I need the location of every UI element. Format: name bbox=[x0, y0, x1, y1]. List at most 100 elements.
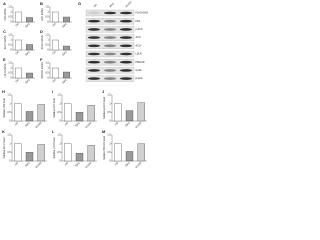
blot-band-label: FAS bbox=[136, 20, 141, 23]
blot-band bbox=[87, 52, 101, 56]
blot-band-label: p-ACC bbox=[136, 28, 143, 31]
y-tick-label: 1.5 bbox=[8, 62, 12, 65]
x-tick-label: R132H bbox=[135, 161, 143, 169]
blot-band bbox=[119, 60, 133, 64]
y-tick-label: 1.5 bbox=[7, 134, 11, 137]
bar bbox=[87, 145, 95, 162]
bar bbox=[125, 151, 134, 162]
blot-band bbox=[87, 77, 101, 80]
y-tick-label: 0 bbox=[47, 21, 49, 24]
bar bbox=[52, 39, 59, 51]
blot-band-label: ACC bbox=[136, 36, 141, 39]
blot-band bbox=[87, 69, 101, 72]
blot-band bbox=[103, 69, 117, 72]
y-tick-label: 1.5 bbox=[57, 134, 61, 137]
blot-strip bbox=[85, 26, 135, 33]
blot-band bbox=[119, 77, 133, 80]
bar bbox=[75, 153, 84, 162]
x-tick-label: IDH1 bbox=[62, 50, 68, 56]
y-tick-label: 0.5 bbox=[7, 111, 11, 114]
blot-column-label: IDH1 bbox=[109, 2, 115, 8]
y-tick-label: 0.5 bbox=[57, 111, 61, 114]
blot-band bbox=[103, 60, 117, 64]
y-tick-label: 1 bbox=[47, 39, 49, 42]
y-tick-label: 0.5 bbox=[57, 151, 61, 154]
blot-band-label: LDLR bbox=[136, 53, 142, 56]
bar bbox=[15, 11, 22, 23]
blot-strip bbox=[85, 59, 135, 66]
bar bbox=[125, 110, 134, 122]
x-tick-label: IDH1 bbox=[25, 78, 31, 84]
x-tick-label: Ctrl bbox=[52, 78, 57, 83]
bar bbox=[26, 44, 33, 51]
x-tick-label: Ctrl bbox=[15, 78, 20, 83]
y-tick-label: 0.5 bbox=[8, 44, 12, 47]
panel-label: I bbox=[52, 89, 53, 94]
y-tick-label: 0 bbox=[10, 21, 12, 24]
blot-band-label: Cyclin bbox=[136, 69, 143, 72]
blot-band bbox=[119, 44, 133, 48]
y-tick-label: 0.5 bbox=[8, 72, 12, 75]
y-tick-label: 1 bbox=[59, 142, 61, 145]
x-tick-label: IDH1 bbox=[25, 161, 31, 167]
bar bbox=[75, 112, 84, 122]
blot-band bbox=[103, 44, 117, 48]
blot-band bbox=[119, 19, 133, 23]
bar bbox=[63, 71, 70, 79]
blot-band bbox=[87, 60, 101, 64]
y-tick-label: 1 bbox=[109, 102, 111, 105]
bar bbox=[25, 152, 34, 162]
y-tick-label: 1.5 bbox=[107, 134, 111, 137]
bar bbox=[63, 16, 70, 23]
bar bbox=[87, 105, 95, 122]
blot-band bbox=[87, 28, 101, 31]
y-tick-label: 0.5 bbox=[7, 151, 11, 154]
y-tick-label: 0.5 bbox=[45, 44, 49, 47]
bar bbox=[114, 143, 122, 162]
x-tick-label: Ctrl bbox=[15, 22, 20, 27]
background bbox=[0, 0, 150, 170]
blot-band bbox=[87, 44, 101, 48]
y-tick-label: 1 bbox=[10, 39, 12, 42]
panel-label: M bbox=[102, 129, 106, 134]
y-tick-label: 0.5 bbox=[45, 72, 49, 75]
blot-column-label: Ctrl bbox=[93, 3, 98, 8]
blot-band bbox=[119, 52, 133, 56]
y-axis-label: SCD1 mRNA bbox=[41, 35, 44, 49]
x-tick-label: Ctrl bbox=[114, 161, 119, 166]
blot-band bbox=[87, 19, 101, 23]
blot-band-label: HMGCR bbox=[136, 61, 145, 64]
y-axis-label: Relative ACC level bbox=[53, 98, 56, 118]
panel-label: B bbox=[40, 1, 43, 6]
x-tick-label: R132H bbox=[135, 121, 143, 129]
bar bbox=[25, 111, 34, 122]
panel-label: G bbox=[78, 1, 81, 6]
y-tick-label: 0 bbox=[9, 160, 11, 163]
y-tick-label: 0 bbox=[9, 120, 11, 123]
y-axis-label: Relative LDLR level bbox=[53, 137, 56, 158]
blot-band bbox=[103, 11, 117, 15]
y-tick-label: 1.5 bbox=[45, 34, 49, 37]
x-tick-label: Ctrl bbox=[64, 121, 69, 126]
panel-label: K bbox=[2, 129, 5, 134]
y-axis-label: Relative p-ACC level bbox=[103, 97, 106, 120]
x-tick-label: Ctrl bbox=[14, 121, 19, 126]
x-tick-label: IDH1 bbox=[25, 121, 31, 127]
y-tick-label: 1.5 bbox=[45, 6, 49, 9]
x-tick-label: IDH1 bbox=[125, 161, 131, 167]
y-axis-label: Relative FAS level bbox=[3, 98, 6, 118]
y-tick-label: 0.5 bbox=[107, 111, 111, 114]
bar bbox=[137, 102, 145, 122]
blot-strip bbox=[85, 34, 135, 41]
y-tick-label: 0.5 bbox=[107, 151, 111, 154]
y-tick-label: 0 bbox=[59, 120, 61, 123]
blot-band bbox=[103, 52, 117, 56]
x-tick-label: Ctrl bbox=[52, 22, 57, 27]
x-tick-label: IDH1 bbox=[62, 22, 68, 28]
blot-band bbox=[119, 11, 133, 15]
x-tick-label: R132H bbox=[85, 121, 93, 129]
y-tick-label: 1.5 bbox=[57, 94, 61, 97]
panel-label: A bbox=[3, 1, 6, 6]
y-tick-label: 1 bbox=[9, 102, 11, 105]
